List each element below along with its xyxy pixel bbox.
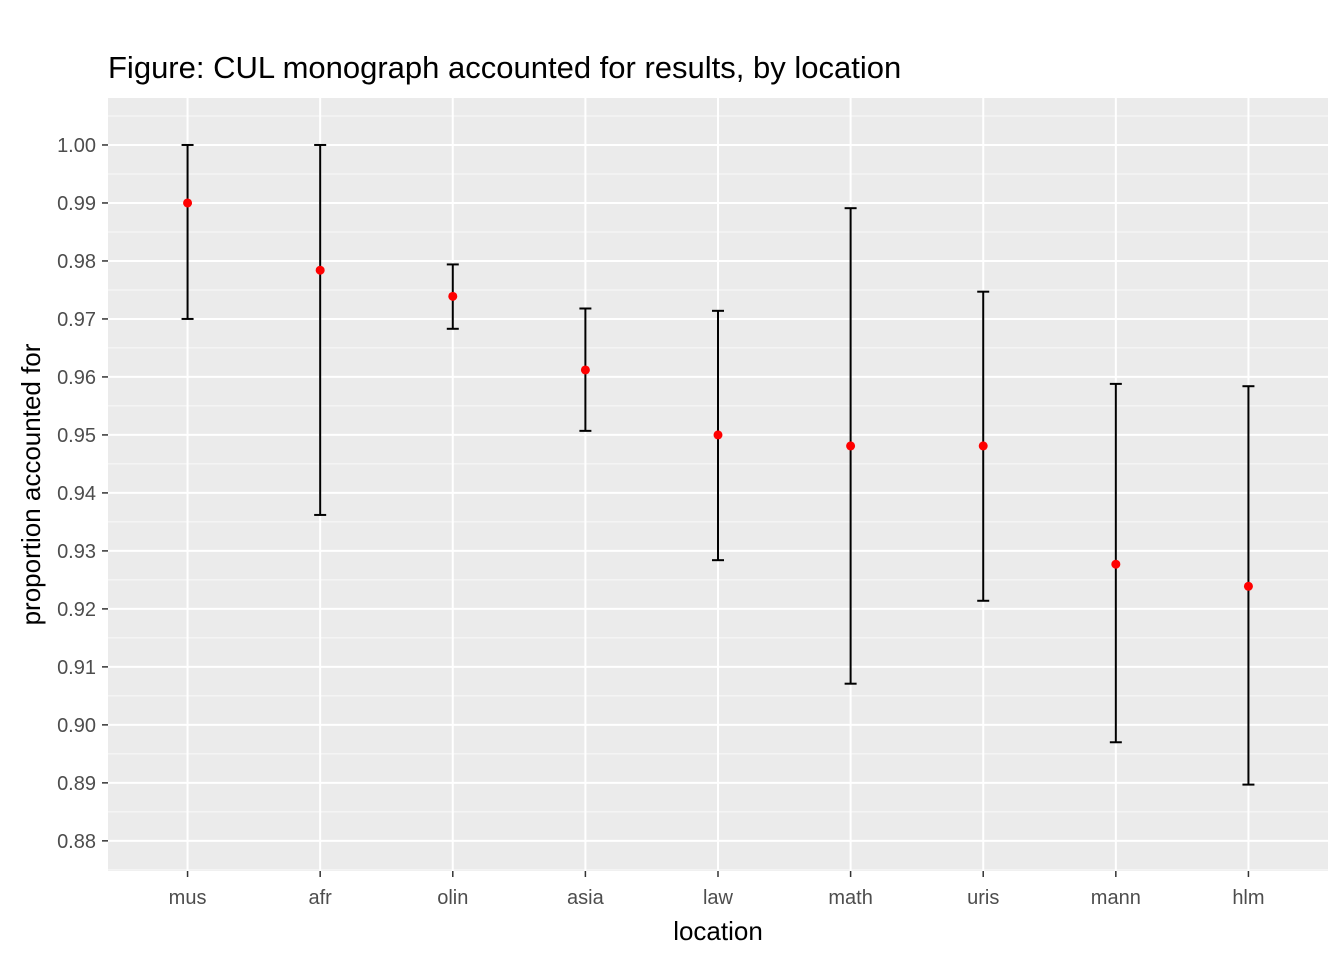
x-tick-label: olin xyxy=(437,887,468,909)
x-tick-label: uris xyxy=(967,887,999,909)
point-uris xyxy=(978,441,988,451)
y-tick-label: 0.92 xyxy=(57,599,96,621)
point-olin xyxy=(448,291,458,301)
x-tick-label: afr xyxy=(309,887,333,909)
y-tick-label: 0.98 xyxy=(57,251,96,273)
y-tick-label: 1.00 xyxy=(57,135,96,157)
point-mus xyxy=(183,198,193,208)
x-tick-label: law xyxy=(703,887,734,909)
chart-title: Figure: CUL monograph accounted for resu… xyxy=(108,50,901,85)
data-points xyxy=(183,198,1253,591)
x-axis-ticks: mus afr olin asia law math uris mann hlm xyxy=(169,871,1265,909)
y-axis-title: proportion accounted for xyxy=(16,343,46,625)
x-tick-label: asia xyxy=(567,887,605,909)
x-axis-title: location xyxy=(673,916,763,946)
y-tick-label: 0.95 xyxy=(57,425,96,447)
y-tick-label: 0.97 xyxy=(57,309,96,331)
y-tick-label: 0.88 xyxy=(57,831,96,853)
y-tick-label: 0.91 xyxy=(57,657,96,679)
y-tick-label: 0.94 xyxy=(57,483,96,505)
y-tick-label: 0.96 xyxy=(57,367,96,389)
point-asia xyxy=(580,365,590,375)
y-tick-label: 0.89 xyxy=(57,773,96,795)
y-tick-label: 0.99 xyxy=(57,193,96,215)
y-tick-label: 0.93 xyxy=(57,541,96,563)
x-tick-label: mann xyxy=(1091,887,1141,909)
point-afr xyxy=(315,265,325,275)
point-mann xyxy=(1111,559,1121,569)
point-hlm xyxy=(1243,581,1253,591)
x-tick-label: mus xyxy=(169,887,207,909)
y-tick-label: 0.90 xyxy=(57,715,96,737)
y-axis-ticks: 0.88 0.89 0.90 0.91 0.92 0.93 0.94 0.95 0.96 0.97… xyxy=(57,135,108,853)
point-law xyxy=(713,430,723,440)
point-math xyxy=(846,441,856,451)
x-tick-label: hlm xyxy=(1232,887,1264,909)
x-tick-label: math xyxy=(828,887,872,909)
